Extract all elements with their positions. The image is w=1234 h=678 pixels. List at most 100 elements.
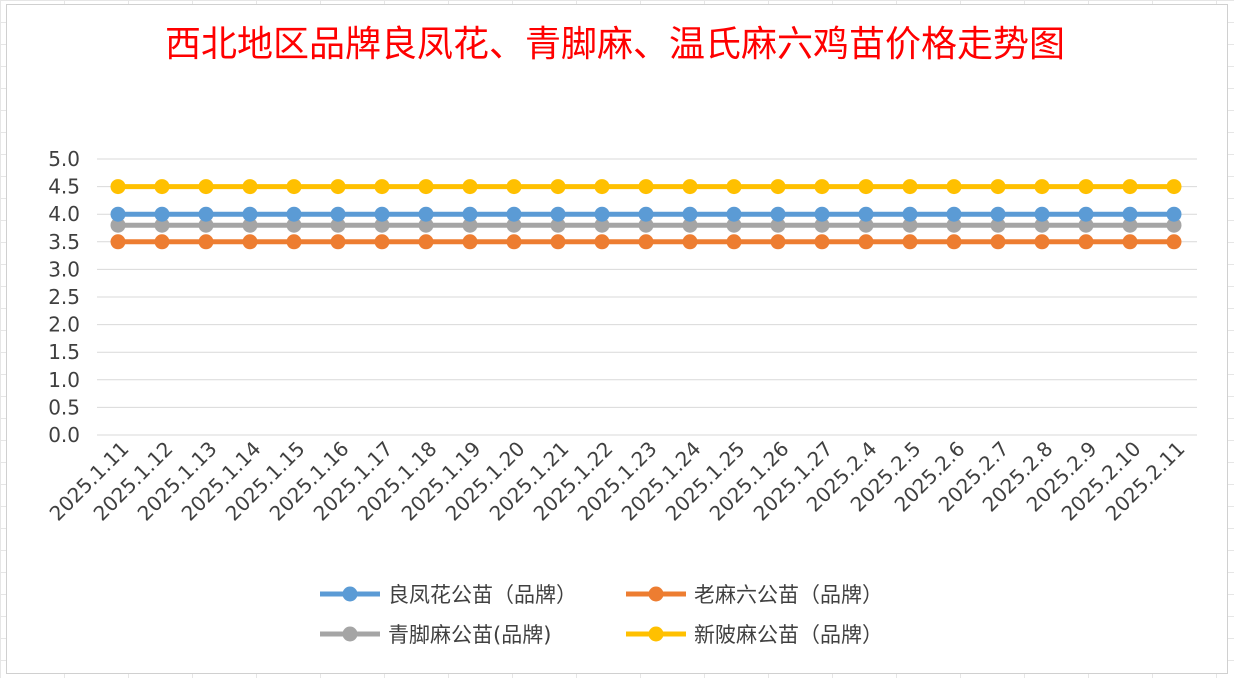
- data-point[interactable]: [1166, 179, 1182, 195]
- series-1[interactable]: [110, 234, 1182, 250]
- data-point[interactable]: [858, 217, 874, 233]
- data-point[interactable]: [990, 179, 1006, 195]
- data-point[interactable]: [418, 234, 434, 250]
- data-point[interactable]: [110, 217, 126, 233]
- data-point[interactable]: [198, 179, 214, 195]
- data-point[interactable]: [638, 206, 654, 222]
- series-0[interactable]: [110, 206, 1182, 222]
- data-point[interactable]: [946, 234, 962, 250]
- data-point[interactable]: [726, 206, 742, 222]
- data-point[interactable]: [814, 179, 830, 195]
- data-point[interactable]: [550, 234, 566, 250]
- data-point[interactable]: [594, 234, 610, 250]
- data-point[interactable]: [550, 206, 566, 222]
- data-point[interactable]: [638, 234, 654, 250]
- data-point[interactable]: [374, 179, 390, 195]
- data-point[interactable]: [154, 179, 170, 195]
- data-point[interactable]: [726, 234, 742, 250]
- data-point[interactable]: [682, 217, 698, 233]
- legend-item[interactable]: 老麻六公苗（品牌）: [626, 583, 883, 607]
- data-point[interactable]: [638, 217, 654, 233]
- data-point[interactable]: [770, 179, 786, 195]
- data-point[interactable]: [418, 206, 434, 222]
- series-2[interactable]: [110, 217, 1182, 233]
- data-point[interactable]: [462, 217, 478, 233]
- data-point[interactable]: [990, 206, 1006, 222]
- data-point[interactable]: [1078, 206, 1094, 222]
- data-point[interactable]: [1122, 206, 1138, 222]
- data-point[interactable]: [1078, 179, 1094, 195]
- data-point[interactable]: [330, 217, 346, 233]
- data-point[interactable]: [506, 206, 522, 222]
- data-point[interactable]: [286, 217, 302, 233]
- data-point[interactable]: [198, 206, 214, 222]
- data-point[interactable]: [858, 234, 874, 250]
- data-point[interactable]: [1166, 217, 1182, 233]
- data-point[interactable]: [770, 206, 786, 222]
- data-point[interactable]: [594, 217, 610, 233]
- data-point[interactable]: [902, 206, 918, 222]
- data-point[interactable]: [726, 179, 742, 195]
- data-point[interactable]: [682, 206, 698, 222]
- data-point[interactable]: [374, 206, 390, 222]
- data-point[interactable]: [770, 234, 786, 250]
- data-point[interactable]: [550, 217, 566, 233]
- data-point[interactable]: [946, 179, 962, 195]
- data-point[interactable]: [462, 179, 478, 195]
- data-point[interactable]: [462, 234, 478, 250]
- data-point[interactable]: [198, 217, 214, 233]
- data-point[interactable]: [110, 179, 126, 195]
- data-point[interactable]: [418, 179, 434, 195]
- data-point[interactable]: [858, 179, 874, 195]
- data-point[interactable]: [1034, 206, 1050, 222]
- data-point[interactable]: [286, 179, 302, 195]
- data-point[interactable]: [1122, 217, 1138, 233]
- data-point[interactable]: [110, 206, 126, 222]
- data-point[interactable]: [242, 234, 258, 250]
- data-point[interactable]: [902, 234, 918, 250]
- data-point[interactable]: [682, 234, 698, 250]
- legend-item[interactable]: 良凤花公苗（品牌）: [320, 583, 577, 607]
- data-point[interactable]: [550, 179, 566, 195]
- chart-area[interactable]: [6, 4, 1228, 674]
- data-point[interactable]: [990, 217, 1006, 233]
- data-point[interactable]: [286, 206, 302, 222]
- series-3[interactable]: [110, 179, 1182, 195]
- data-point[interactable]: [946, 206, 962, 222]
- data-point[interactable]: [1034, 234, 1050, 250]
- data-point[interactable]: [946, 217, 962, 233]
- data-point[interactable]: [858, 206, 874, 222]
- legend-item[interactable]: 新陂麻公苗（品牌）: [626, 623, 883, 647]
- data-point[interactable]: [506, 234, 522, 250]
- data-point[interactable]: [1078, 234, 1094, 250]
- data-point[interactable]: [770, 217, 786, 233]
- data-point[interactable]: [198, 234, 214, 250]
- data-point[interactable]: [330, 206, 346, 222]
- data-point[interactable]: [242, 206, 258, 222]
- data-point[interactable]: [682, 179, 698, 195]
- data-point[interactable]: [330, 234, 346, 250]
- data-point[interactable]: [154, 217, 170, 233]
- data-point[interactable]: [638, 179, 654, 195]
- data-point[interactable]: [418, 217, 434, 233]
- data-point[interactable]: [1122, 234, 1138, 250]
- data-point[interactable]: [814, 217, 830, 233]
- data-point[interactable]: [902, 217, 918, 233]
- data-point[interactable]: [1166, 206, 1182, 222]
- data-point[interactable]: [726, 217, 742, 233]
- data-point[interactable]: [154, 234, 170, 250]
- data-point[interactable]: [1166, 234, 1182, 250]
- data-point[interactable]: [1034, 217, 1050, 233]
- legend-item[interactable]: 青脚麻公苗(品牌): [320, 623, 551, 647]
- data-point[interactable]: [1122, 179, 1138, 195]
- data-point[interactable]: [814, 234, 830, 250]
- data-point[interactable]: [242, 179, 258, 195]
- data-point[interactable]: [1034, 179, 1050, 195]
- data-point[interactable]: [242, 217, 258, 233]
- data-point[interactable]: [374, 217, 390, 233]
- data-point[interactable]: [286, 234, 302, 250]
- data-point[interactable]: [110, 234, 126, 250]
- data-point[interactable]: [374, 234, 390, 250]
- data-point[interactable]: [330, 179, 346, 195]
- data-point[interactable]: [1078, 217, 1094, 233]
